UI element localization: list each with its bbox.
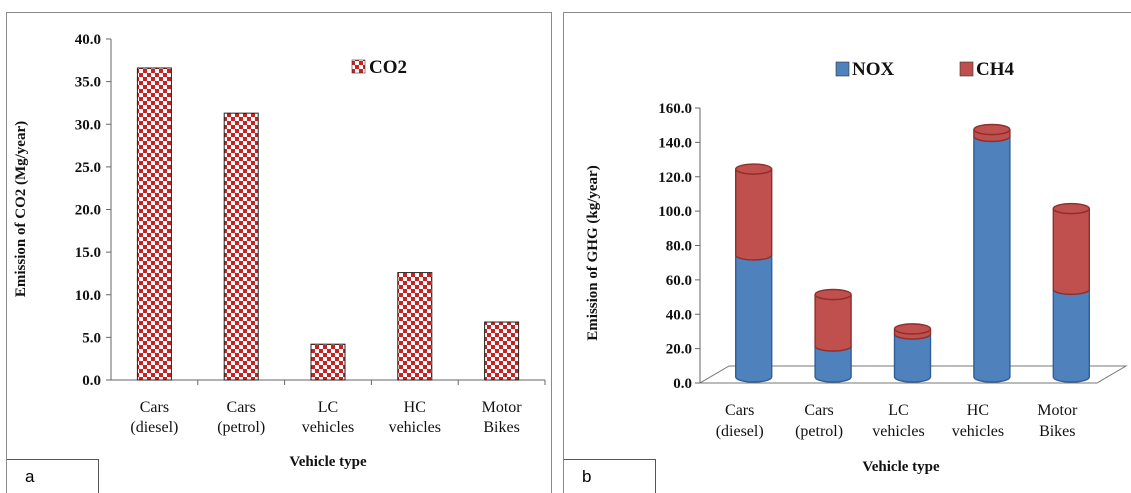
x-tick-label: (petrol)	[795, 423, 843, 440]
bar-segment-ch4-cap	[973, 123, 1011, 136]
x-tick-label: Cars	[140, 399, 169, 416]
stacked-bar	[973, 123, 1011, 383]
bar-co2	[397, 272, 433, 381]
bar-segment-ch4	[814, 294, 852, 352]
y-tick-label: 40.0	[666, 307, 692, 323]
y-tick-label: 0.0	[82, 373, 101, 389]
bar-co2	[484, 321, 520, 381]
bar-segment-ch4-cap	[893, 323, 932, 335]
x-tick-label: Cars	[725, 402, 754, 419]
x-tick-label: LC	[318, 399, 338, 416]
bar-segment-ch4-cap	[1052, 202, 1090, 215]
stacked-bar	[734, 163, 773, 383]
chart-panel-a: 0.0 5.0 10.0 15.0 20.0 25.0 30.0 35.0 40.0 Cars (…	[6, 12, 552, 493]
legend-label-ch4: CH4	[976, 59, 1015, 80]
y-tick-label: 20.0	[666, 342, 692, 358]
y-axis-label: Emission of CO2 (Mg/year)	[13, 121, 29, 297]
co2-bar-chart: 0.0 5.0 10.0 15.0 20.0 25.0 30.0 35.0 40.0 Cars (…	[13, 32, 546, 470]
x-tick-label: HC	[404, 399, 426, 416]
bar-co2	[136, 67, 172, 381]
x-tick-label: Motor	[482, 399, 523, 416]
x-tick-label: Bikes	[483, 419, 519, 436]
x-tick-label: Bikes	[1039, 423, 1075, 440]
x-tick-label: Motor	[1037, 402, 1078, 419]
legend: NOX CH4	[835, 59, 1015, 80]
legend-swatch-nox	[835, 61, 850, 77]
legend-swatch-ch4	[959, 61, 974, 77]
panel-label-b: b	[564, 459, 656, 493]
x-tick-label: (petrol)	[217, 419, 265, 436]
x-tick-label: vehicles	[952, 423, 1004, 440]
legend-label-co2: CO2	[369, 57, 407, 78]
y-tick-label: 10.0	[75, 288, 101, 304]
y-tick-label: 0.0	[673, 376, 692, 392]
y-axis-label: Emission of GHG (kg/year)	[585, 165, 601, 340]
chart-panel-b: 0.0 20.0 40.0 60.0 80.0 100.0 120.0 140.0 160.0 …	[563, 12, 1131, 493]
x-tick-label: Cars	[227, 399, 256, 416]
ghg-stacked-bar-chart: 0.020.040.060.080.0100.0120.0140.0160.0 …	[585, 59, 1128, 475]
x-tick-label: LC	[888, 402, 908, 419]
x-tick-label: HC	[967, 402, 989, 419]
legend: CO2	[351, 57, 407, 78]
x-tick-label: (diesel)	[130, 419, 178, 436]
y-tick-label: 40.0	[75, 32, 101, 48]
bar-co2	[310, 343, 346, 381]
y-tick-label: 140.0	[658, 135, 692, 151]
panel-label-a: a	[7, 459, 99, 493]
bar-segment-ch4-cap	[734, 163, 773, 175]
bar-co2	[223, 112, 259, 381]
x-tick-label: (diesel)	[716, 423, 764, 440]
x-tick-label: Cars	[804, 402, 833, 419]
y-tick-label: 100.0	[658, 204, 692, 220]
y-tick-label: 20.0	[75, 203, 101, 219]
y-tick-label: 35.0	[75, 75, 101, 91]
bar-segment-nox	[973, 136, 1011, 383]
y-tick-label: 160.0	[658, 101, 692, 117]
bar-segment-ch4	[735, 168, 773, 261]
x-axis-label: Vehicle type	[862, 459, 940, 475]
stacked-bar	[893, 323, 932, 383]
y-tick-label: 30.0	[75, 117, 101, 133]
bar-segment-nox	[735, 254, 773, 383]
y-tick-label: 60.0	[666, 273, 692, 289]
x-tick-label: vehicles	[302, 419, 354, 436]
y-tick-label: 25.0	[75, 160, 101, 176]
x-tick-label: vehicles	[872, 423, 924, 440]
x-axis-label: Vehicle type	[289, 454, 367, 470]
legend-label-nox: NOX	[852, 59, 895, 80]
x-tick-label: vehicles	[389, 419, 441, 436]
bar-segment-ch4-cap	[814, 288, 852, 301]
y-tick-label: 15.0	[75, 245, 101, 261]
y-tick-label: 80.0	[666, 239, 692, 255]
y-tick-label: 5.0	[82, 330, 101, 346]
stacked-bar	[814, 288, 852, 383]
legend-swatch-co2	[351, 59, 366, 74]
bar-segment-nox	[893, 333, 932, 383]
y-tick-label: 120.0	[658, 170, 692, 186]
stacked-bar	[1052, 202, 1090, 383]
bar-segment-ch4	[1052, 208, 1090, 296]
bar-segment-nox	[1052, 289, 1090, 383]
